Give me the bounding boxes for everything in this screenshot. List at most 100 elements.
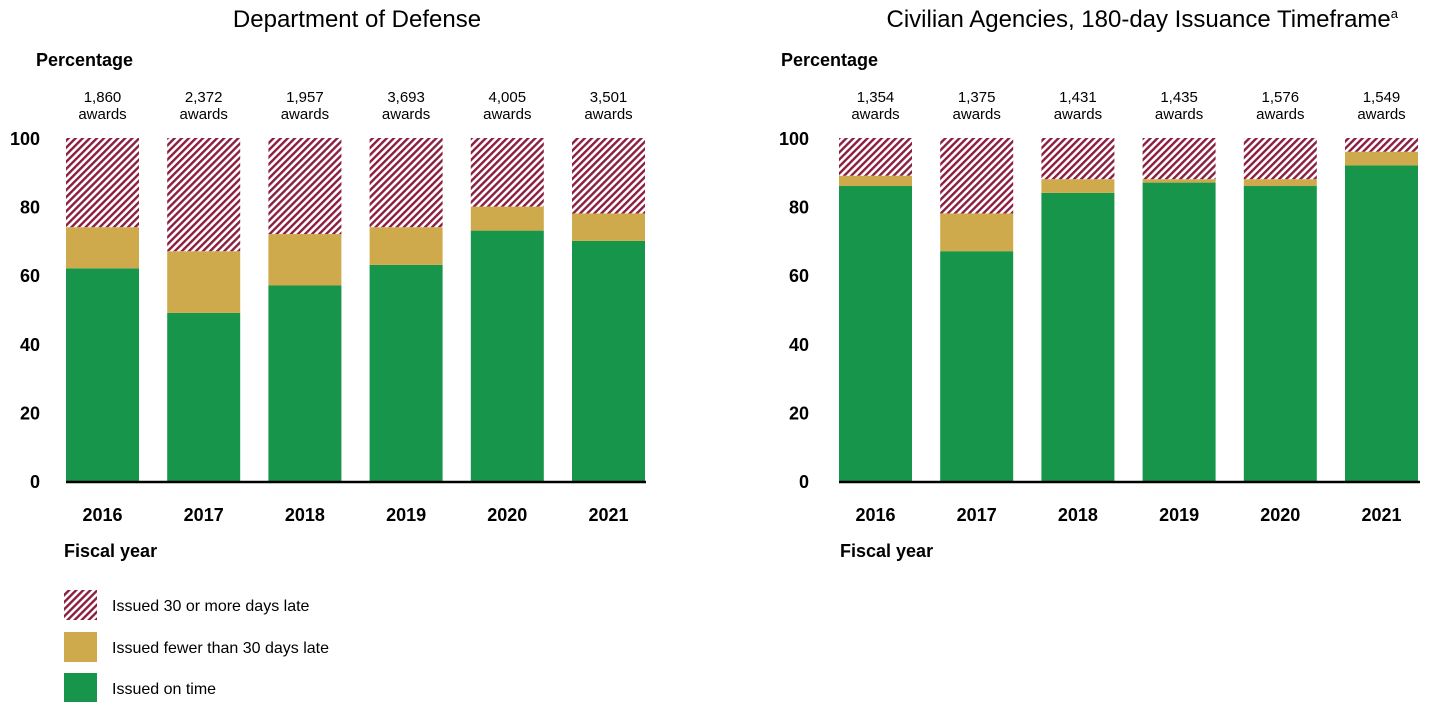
bar-segment-under30-2019: [369, 227, 443, 265]
bar-segment-under30-2016: [839, 175, 912, 187]
x-tick-label: 2019: [1159, 505, 1199, 525]
bar-segment-ontime-2018: [268, 285, 342, 481]
x-axis-ticks: 2016 2017 2018 2019 2020 2021: [855, 505, 1401, 525]
legend-item-under-30-late: Issued fewer than 30 days late: [64, 632, 329, 662]
chart-title: Department of Defense: [233, 6, 481, 33]
award-count: 1,354: [857, 89, 895, 106]
award-unit: awards: [953, 106, 1001, 123]
x-tick-label: 2020: [487, 505, 527, 525]
x-tick-label: 2018: [285, 505, 325, 525]
y-axis-label: Percentage: [781, 50, 878, 70]
award-count: 1,375: [958, 89, 996, 106]
bar-segment-late30-2020: [470, 138, 544, 207]
bar-segment-late30-2019: [1142, 138, 1216, 180]
award-count: 1,576: [1262, 89, 1300, 106]
x-tick-label: 2016: [82, 505, 122, 525]
award-count: 1,957: [286, 89, 324, 106]
legend-label: Issued 30 or more days late: [112, 598, 310, 615]
bar-segment-late30-2021: [572, 138, 645, 214]
y-axis-label: Percentage: [36, 50, 133, 70]
chart-title-footnote: a: [1391, 6, 1399, 21]
bars: [839, 138, 1418, 481]
bar-segment-ontime-2021: [572, 240, 645, 481]
award-unit: awards: [78, 106, 126, 123]
bar-segment-ontime-2016: [66, 268, 139, 481]
bar-segment-under30-2018: [268, 234, 342, 286]
bar-segment-under30-2019: [1142, 179, 1216, 183]
bar-segment-late30-2018: [1041, 138, 1115, 180]
award-count: 1,431: [1059, 89, 1097, 106]
bar-segment-late30-2019: [369, 138, 443, 228]
award-unit: awards: [1054, 106, 1102, 123]
award-count: 3,693: [387, 89, 425, 106]
y-axis-ticks: 0 20 40 60 80 100: [10, 129, 40, 492]
legend-swatch-gold: [64, 632, 97, 662]
legend-item-on-time: Issued on time: [64, 673, 216, 702]
x-tick-label: 2021: [588, 505, 628, 525]
legend-label: Issued on time: [112, 681, 216, 698]
bar-segment-ontime-2019: [1142, 182, 1216, 481]
award-unit: awards: [851, 106, 899, 123]
y-tick-label: 80: [20, 198, 40, 218]
bar-segment-under30-2016: [66, 227, 139, 269]
award-count: 2,372: [185, 89, 223, 106]
award-unit: awards: [584, 106, 632, 123]
bar-segment-under30-2017: [167, 251, 241, 313]
y-tick-label: 100: [10, 129, 40, 149]
bar-segment-under30-2021: [572, 213, 645, 241]
bar-segment-late30-2016: [66, 138, 139, 228]
x-axis-label: Fiscal year: [840, 541, 933, 561]
bar-segment-under30-2020: [470, 206, 544, 231]
bar-segment-late30-2021: [1345, 138, 1418, 152]
award-unit: awards: [1256, 106, 1304, 123]
x-tick-label: 2017: [184, 505, 224, 525]
bar-segment-late30-2020: [1243, 138, 1317, 180]
legend-swatch-hatched: [64, 590, 97, 620]
bar-segment-ontime-2017: [167, 312, 241, 481]
bar-segment-under30-2017: [940, 213, 1014, 252]
award-unit: awards: [180, 106, 228, 123]
bar-segment-ontime-2020: [1243, 186, 1317, 481]
bar-segment-ontime-2016: [839, 186, 912, 481]
y-tick-label: 0: [30, 472, 40, 492]
legend-swatch-green: [64, 673, 97, 702]
bar-segment-ontime-2018: [1041, 192, 1115, 481]
x-tick-label: 2016: [855, 505, 895, 525]
y-tick-label: 100: [779, 129, 809, 149]
y-axis-ticks: 0 20 40 60 80 100: [779, 129, 809, 492]
y-tick-label: 0: [799, 472, 809, 492]
x-axis-ticks: 2016 2017 2018 2019 2020 2021: [82, 505, 628, 525]
award-count: 4,005: [489, 89, 527, 106]
x-tick-label: 2020: [1260, 505, 1300, 525]
award-count: 1,860: [84, 89, 122, 106]
award-unit: awards: [382, 106, 430, 123]
award-count: 1,435: [1160, 89, 1198, 106]
y-tick-label: 80: [789, 198, 809, 218]
bar-segment-under30-2020: [1243, 179, 1317, 187]
award-unit: awards: [281, 106, 329, 123]
bar-segment-under30-2018: [1041, 179, 1115, 193]
y-tick-label: 60: [20, 266, 40, 286]
legend-label: Issued fewer than 30 days late: [112, 640, 329, 657]
bars: [66, 138, 645, 481]
x-tick-label: 2017: [957, 505, 997, 525]
y-tick-label: 40: [20, 335, 40, 355]
bar-segment-late30-2017: [940, 138, 1014, 214]
bar-segment-late30-2016: [839, 138, 912, 176]
chart-department-of-defense: Department of Defense Percentage 0 20 40 60…: [10, 6, 646, 561]
x-tick-label: 2021: [1361, 505, 1401, 525]
x-axis-label: Fiscal year: [64, 541, 157, 561]
y-tick-label: 20: [20, 403, 40, 423]
bar-segment-late30-2018: [268, 138, 342, 235]
y-tick-label: 40: [789, 335, 809, 355]
bar-segment-ontime-2019: [369, 264, 443, 481]
award-unit: awards: [483, 106, 531, 123]
y-tick-label: 60: [789, 266, 809, 286]
y-tick-label: 20: [789, 403, 809, 423]
bar-segment-ontime-2021: [1345, 165, 1418, 481]
legend-item-late-30-plus: Issued 30 or more days late: [64, 590, 310, 620]
bar-segment-late30-2017: [167, 138, 241, 252]
award-unit: awards: [1357, 106, 1405, 123]
bar-segment-ontime-2017: [940, 251, 1014, 481]
